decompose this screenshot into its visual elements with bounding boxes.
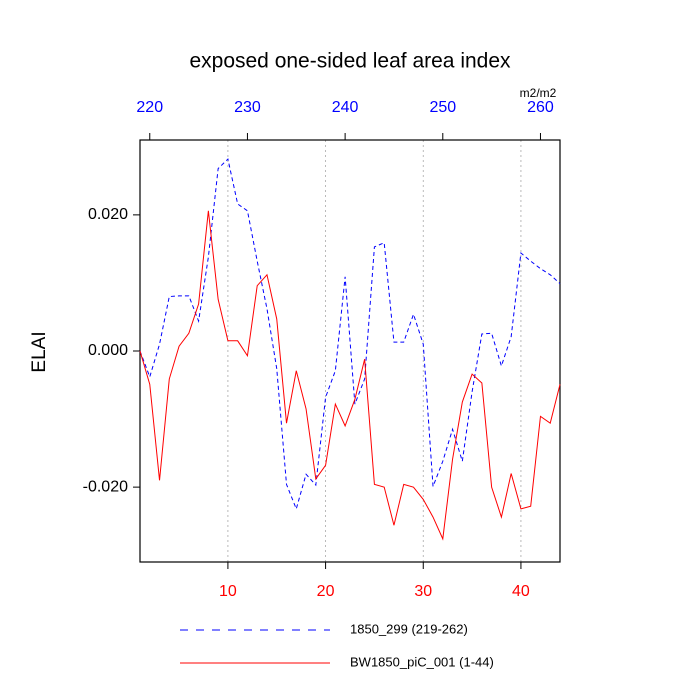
x2-tick-label: 240 — [332, 99, 359, 116]
y-tick-label: 0.020 — [88, 206, 128, 223]
x2-tick-label: 220 — [136, 99, 163, 116]
x-tick-label: 10 — [219, 583, 237, 600]
x-tick-label: 20 — [317, 583, 335, 600]
y-tick-label: 0.000 — [88, 342, 128, 359]
legend-label: 1850_299 (219-262) — [350, 621, 468, 636]
y-axis-label: ELAI — [29, 331, 50, 372]
x-tick-label: 40 — [512, 583, 530, 600]
chart-title: exposed one-sided leaf area index — [189, 50, 511, 73]
series-line — [139, 158, 561, 511]
top-axis-units: m2/m2 — [520, 86, 557, 100]
y-tick-label: -0.020 — [83, 478, 128, 495]
x2-tick-label: 250 — [429, 99, 456, 116]
series-line — [139, 210, 561, 541]
x2-tick-label: 260 — [527, 99, 554, 116]
x2-tick-label: 230 — [234, 99, 261, 116]
legend-label: BW1850_piC_001 (1-44) — [350, 654, 494, 669]
x-tick-label: 30 — [414, 583, 432, 600]
